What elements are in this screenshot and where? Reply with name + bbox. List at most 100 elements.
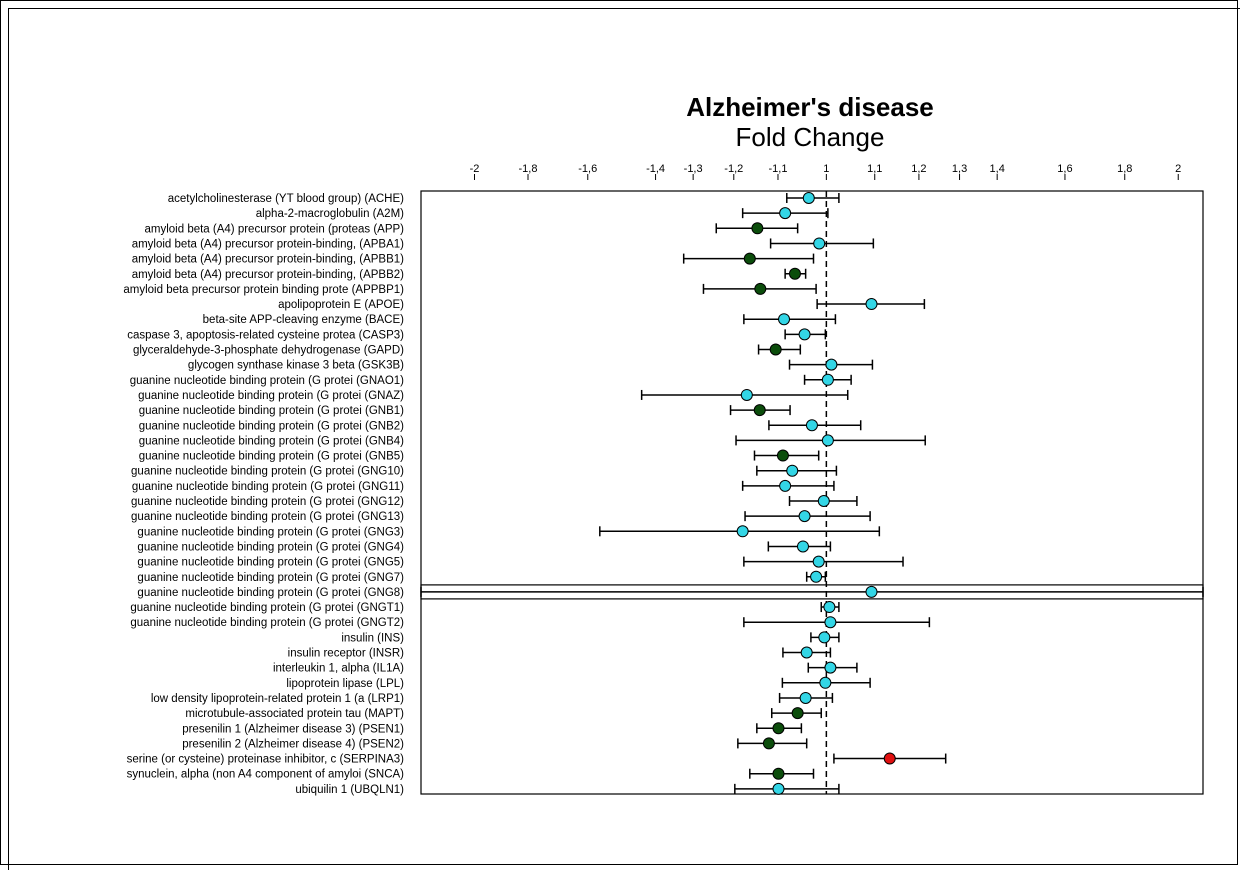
point-estimate [821, 373, 834, 386]
point-estimate [769, 343, 782, 356]
row-label: amyloid beta precursor protein binding p… [123, 284, 404, 296]
row-label: guanine nucleotide binding protein (G pr… [131, 511, 404, 523]
point-estimate [736, 525, 749, 538]
point-estimate [821, 434, 834, 447]
row-label: guanine nucleotide binding protein (G pr… [139, 405, 404, 417]
x-tick-label: 1,4 [990, 163, 1005, 175]
row-label: guanine nucleotide binding protein (G pr… [137, 557, 404, 569]
point-estimate [823, 601, 836, 614]
x-tick-label: 1,1 [867, 163, 882, 175]
x-tick-label: -1,6 [578, 163, 597, 175]
point-estimate [776, 449, 789, 462]
row-label: insulin receptor (INSR) [288, 648, 404, 660]
point-estimate [778, 313, 791, 326]
inner-frame [8, 8, 1240, 870]
x-tick-label: 1,3 [952, 163, 967, 175]
point-estimate [779, 207, 792, 220]
row-label: microtubule-associated protein tau (MAPT… [185, 708, 404, 720]
point-estimate [740, 388, 753, 401]
x-tick-label: 2 [1175, 163, 1181, 175]
row-label: insulin (INS) [341, 632, 404, 644]
row-label: glyceraldehyde-3-phosphate dehydrogenase… [133, 345, 404, 357]
point-estimate [743, 252, 756, 265]
row-label: ubiquilin 1 (UBQLN1) [295, 784, 404, 796]
x-tick-label: 1,8 [1117, 163, 1132, 175]
row-label: guanine nucleotide binding protein (G pr… [137, 541, 404, 553]
row-label: guanine nucleotide binding protein (G pr… [131, 496, 404, 508]
point-estimate [786, 464, 799, 477]
point-estimate [772, 722, 785, 735]
point-estimate [800, 646, 813, 659]
point-estimate [824, 661, 837, 674]
x-tick-label: 1,2 [911, 163, 926, 175]
point-estimate [865, 298, 878, 311]
point-estimate [805, 419, 818, 432]
point-estimate [810, 570, 823, 583]
row-label: guanine nucleotide binding protein (G pr… [139, 435, 404, 447]
point-estimate [796, 540, 809, 553]
x-tick-label: -1,8 [519, 163, 538, 175]
plot-area [420, 190, 1204, 795]
point-estimate [818, 631, 831, 644]
point-estimate [772, 767, 785, 780]
row-label: caspase 3, apoptosis-related cysteine pr… [127, 329, 404, 341]
row-label: amyloid beta (A4) precursor protein-bind… [132, 238, 404, 250]
point-estimate [788, 267, 801, 280]
row-label: guanine nucleotide binding protein (G pr… [137, 526, 404, 538]
row-label: guanine nucleotide binding protein (G pr… [130, 617, 404, 629]
point-estimate [813, 237, 826, 250]
row-label: guanine nucleotide binding protein (G pr… [130, 375, 404, 387]
chart-title: Alzheimer's disease [686, 92, 934, 122]
x-tick-label: -1,1 [768, 163, 787, 175]
x-tick-label: -1,4 [646, 163, 665, 175]
row-label: amyloid beta (A4) precursor protein-bind… [132, 254, 404, 266]
x-tick-label: -2 [470, 163, 480, 175]
point-estimate [819, 676, 832, 689]
point-estimate [751, 222, 764, 235]
row-label: presenilin 2 (Alzheimer disease 4) (PSEN… [182, 738, 404, 750]
point-estimate [883, 752, 896, 765]
point-estimate [754, 282, 767, 295]
x-tick-label: -1,2 [724, 163, 743, 175]
point-estimate [865, 585, 878, 598]
row-label: guanine nucleotide binding protein (G pr… [131, 466, 404, 478]
chart-subtitle: Fold Change [736, 122, 885, 152]
point-estimate [812, 555, 825, 568]
point-estimate [798, 510, 811, 523]
point-estimate [779, 479, 792, 492]
rows-layer: acetylcholinesterase (YT blood group) (A… [123, 192, 1204, 796]
row-label: glycogen synthase kinase 3 beta (GSK3B) [188, 360, 404, 372]
point-estimate [799, 691, 812, 704]
x-tick-label: 1 [823, 163, 829, 175]
point-estimate [817, 495, 830, 507]
row-label: guanine nucleotide binding protein (G pr… [130, 602, 404, 614]
point-estimate [798, 328, 811, 341]
row-label: alpha-2-macroglobulin (A2M) [256, 208, 404, 220]
row-label: guanine nucleotide binding protein (G pr… [139, 451, 404, 463]
row-label: lipoprotein lipase (LPL) [286, 678, 404, 690]
row-label: amyloid beta (A4) precursor protein-bind… [132, 269, 404, 281]
row-label: guanine nucleotide binding protein (G pr… [137, 587, 404, 599]
row-label: amyloid beta (A4) precursor protein (pro… [145, 223, 405, 235]
row-label: low density lipoprotein-related protein … [151, 693, 404, 705]
row-label: synuclein, alpha (non A4 component of am… [127, 769, 405, 781]
row-label: guanine nucleotide binding protein (G pr… [139, 420, 404, 432]
row-label: beta-site APP-cleaving enzyme (BACE) [203, 314, 405, 326]
row-label: guanine nucleotide binding protein (G pr… [132, 481, 404, 493]
point-estimate [825, 358, 838, 371]
x-tick-label: -1,3 [684, 163, 703, 175]
x-axis: -2 -1,8 -1,6 -1,4 -1,3 -1,2 -1,1 1 1,1 1,2 1,3 1,4 1… [470, 163, 1181, 180]
point-estimate [802, 192, 815, 204]
point-estimate [791, 707, 804, 720]
row-label: interleukin 1, alpha (IL1A) [273, 663, 404, 675]
row-label: guanine nucleotide binding protein (G pr… [137, 572, 404, 584]
point-estimate [753, 404, 766, 417]
row-label: apolipoprotein E (APOE) [278, 299, 404, 311]
row-label: acetylcholinesterase (YT blood group) (A… [168, 193, 404, 205]
row-label: presenilin 1 (Alzheimer disease 3) (PSEN… [182, 723, 404, 735]
point-estimate [772, 782, 785, 795]
point-estimate [762, 737, 775, 750]
row-label: guanine nucleotide binding protein (G pr… [138, 390, 404, 402]
